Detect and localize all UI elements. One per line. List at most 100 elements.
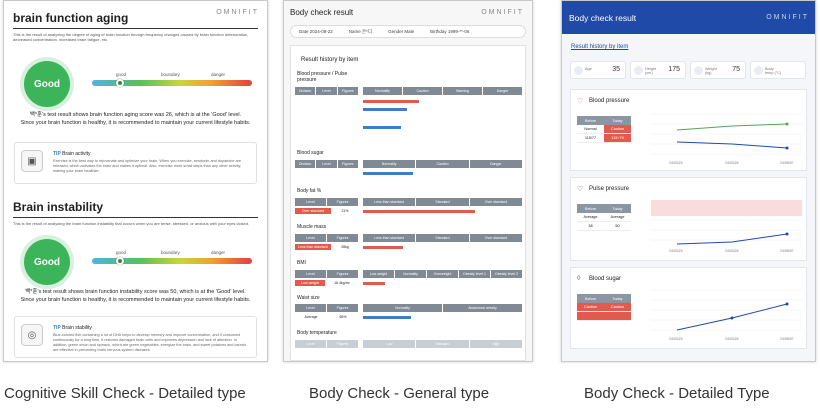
line-series (676, 233, 788, 245)
scale-item: Standard (416, 234, 470, 242)
fat-scale: Less than standard Standard Over standard (363, 198, 523, 206)
gauge-label-good: good (116, 250, 127, 255)
cell: Caution (577, 303, 604, 311)
level-pill: Over standard (295, 208, 331, 214)
x-tick: 24/03/23 (669, 337, 683, 341)
col-figures: Figures (327, 340, 359, 348)
panel-title: Pulse pressure (589, 186, 630, 192)
stat-temp: Body temp (°C) (750, 61, 806, 79)
bmi-table-header: Level Figures (295, 270, 359, 278)
section-desc-instability: This is the result of analyzing the brai… (13, 221, 250, 226)
scale-item: Normality (363, 304, 443, 312)
cell: 115/77 (584, 136, 597, 140)
scale-item: Low (363, 340, 417, 348)
brand-logo: OMNIFIT (766, 14, 809, 21)
section-label: Blood sugar (297, 150, 324, 156)
scale-item: Danger (483, 87, 523, 95)
pulse-trend-chart: 24/03/23 24/03/24 24/08/07 (651, 200, 802, 253)
data-point (785, 122, 789, 126)
cell: Caution (604, 303, 631, 311)
history-title: Result history by item (301, 57, 359, 63)
section-label: Blood pressure / Pulse pressure (297, 71, 348, 83)
level-pill: Less than standard (295, 244, 331, 250)
general-report-card[interactable]: Body check result OMNIFIT Date 2024-08-2… (283, 0, 533, 362)
cell: Average (610, 215, 625, 219)
section-desc-aging: This is the result of analyzing the degr… (13, 32, 249, 42)
detailed-report-card[interactable]: Body check result OMNIFIT Result history… (561, 0, 816, 362)
col-level: Level (295, 234, 327, 242)
stat-label: Height (cm) (645, 67, 656, 75)
gauge-label-boundary: boundary (161, 250, 180, 255)
result-bar (363, 246, 403, 249)
fingerprint-icon: ◎ (21, 324, 43, 346)
report-header: Body check result OMNIFIT (284, 1, 532, 23)
section-label: Body temperature (297, 330, 337, 336)
x-tick: 24/08/07 (780, 337, 794, 341)
scale-item: Caution (416, 160, 470, 168)
stat-weight: Weight (kg) 75 (690, 61, 746, 79)
section-label: Body fat % (297, 188, 322, 194)
info-birthday: Birthday 1999-**-06 (430, 29, 470, 34)
sugar-scale: Normality Caution Danger (363, 160, 523, 168)
result-bar (363, 282, 385, 285)
cell: 38 (588, 224, 593, 228)
caption-cognitive: Cognitive Skill Check - Detailed type (4, 385, 246, 402)
cell (577, 312, 604, 320)
bp-trend-chart: 24/03/23 24/03/24 24/08/07 (651, 113, 802, 165)
cell: 115+79 (604, 134, 631, 142)
stat-value: 175 (668, 66, 680, 73)
line-series (676, 141, 788, 149)
col-level: Level (316, 87, 338, 95)
x-tick: 24/03/24 (725, 161, 739, 165)
col-before: Before (584, 296, 597, 301)
figure-value: 21% (341, 209, 349, 213)
section-label: Waist size (297, 295, 320, 301)
bp-table-header: Division Level Figures (295, 87, 359, 95)
brand-logo: OMNIFIT (481, 9, 524, 16)
stat-value: 35 (612, 66, 620, 73)
result-bar (363, 108, 407, 111)
level-pill: Average (304, 315, 318, 319)
col-division: Division (295, 160, 317, 168)
panel-title: Blood pressure (589, 98, 630, 104)
section-title-instability: Brain instability (13, 200, 104, 214)
stat-label: Body temp (°C) (765, 67, 782, 75)
info-gender: Gender Male (388, 29, 415, 34)
scale-item: Standard (416, 198, 470, 206)
line-series (676, 123, 788, 131)
x-tick: 24/03/23 (669, 249, 683, 253)
col-figures: Figures (327, 304, 359, 312)
panel-blood-sugar: Blood sugar ◊ Before Today Caution Caution… (570, 267, 807, 349)
scale-item: Caution (403, 87, 443, 95)
col-figures: Figures (327, 234, 359, 242)
section-label: BMI (297, 260, 306, 266)
fat-table-header: Level Figures (295, 198, 359, 206)
panel-title: Blood sugar (589, 276, 622, 282)
scale-item: Less than standard (363, 198, 417, 206)
result-body: Result history by item Blood pressure / … (290, 45, 526, 361)
col-level: Level (295, 198, 327, 206)
tip-tag: TIP (53, 151, 61, 157)
x-tick: 24/08/07 (780, 249, 794, 253)
scale-item: Overweight (427, 270, 459, 278)
muscle-table-header: Level Figures (295, 234, 359, 242)
data-point (785, 146, 789, 150)
cell: Average (583, 215, 598, 219)
bp-scale: Normality Caution Warning Danger (363, 87, 523, 95)
report-header: Body check result OMNIFIT (562, 1, 815, 34)
bmi-scale: Low weight Normality Overweight Obesity lev… (363, 270, 523, 278)
scale-item: Less than standard (363, 234, 417, 242)
tip-title-instability: Brain stability (62, 325, 92, 331)
cognitive-report-card[interactable]: OMNIFIT brain function aging This is the… (3, 0, 268, 362)
gauge-label-danger: danger (211, 250, 226, 255)
col-figures: Figures (338, 87, 359, 95)
tip-body-instability: Blue-colored fish containing a lot of DH… (53, 333, 247, 352)
col-figures: Figures (338, 160, 359, 168)
result-text-instability-1: 백*훈's test result shows brain function i… (25, 289, 246, 295)
history-link[interactable]: Result history by item (571, 44, 629, 50)
gauge-label-boundary: boundary (161, 72, 180, 77)
stat-label: Age (585, 67, 592, 71)
col-level: Level (295, 270, 327, 278)
bp-mini-table: Before Today Normal Caution 115/77 115+79 (577, 116, 631, 143)
report-title: Body check result (569, 13, 637, 23)
